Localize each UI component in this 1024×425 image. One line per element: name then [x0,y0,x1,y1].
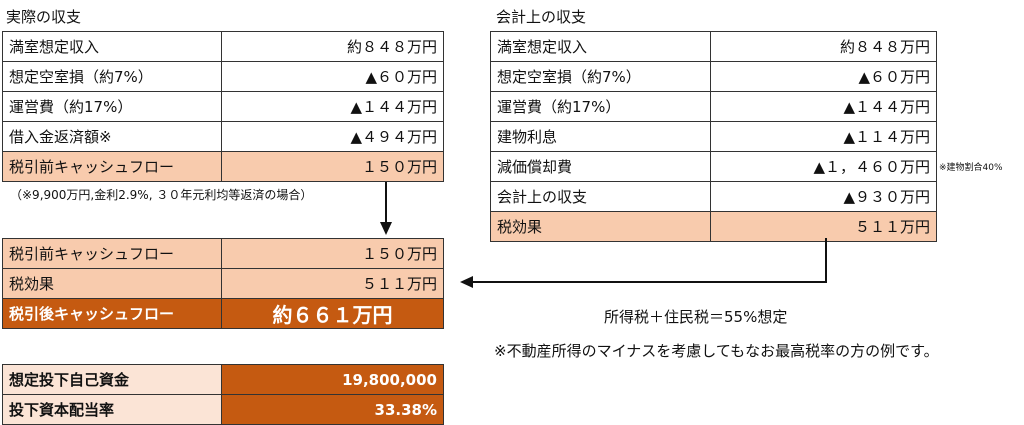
row-label: 満室想定収入 [490,31,711,62]
footnote: ※不動産所得のマイナスを考慮してもなお最高税率の方の例です。 [494,342,939,360]
row-value: ▲６０万円 [710,61,937,92]
table-row: 想定投下自己資金 19,800,000 [2,364,444,395]
row-label: 借入金返済額※ [2,121,222,152]
row-label: 会計上の収支 [490,181,711,212]
tax-rate-note: 所得税＋住民税＝55%想定 [604,308,788,326]
row-label: 運営費（約17%） [2,91,222,122]
table-row: 運営費（約17%） ▲１４４万円 [490,91,937,122]
row-value: １５０万円 [221,151,444,182]
down-arrow-icon [380,182,392,235]
row-label: 税引前キャッシュフロー [2,151,222,182]
row-value: ▲１４４万円 [710,91,937,122]
row-value: 約６６１万円 [221,298,444,329]
table-row: 減価償却費 ▲１，４６０万円 [490,151,937,182]
left-arrow-icon [460,238,827,288]
row-value: １５０万円 [221,238,444,269]
row-label: 建物利息 [490,121,711,152]
tax-effect-row: 税効果 ５１１万円 [490,211,937,242]
row-value: ▲４９４万円 [221,121,444,152]
row-value: ▲１４４万円 [221,91,444,122]
row-value: ５１１万円 [710,211,937,242]
row-label: 税引前キャッシュフロー [2,238,222,269]
row-label: 税効果 [490,211,711,242]
row-value: 33.38% [221,394,444,425]
row-value: 19,800,000 [221,364,444,395]
actual-balance-table: 満室想定収入 約８４８万円 想定空室損（約7%） ▲６０万円 運営費（約17%）… [2,31,444,182]
table-row: 投下資本配当率 33.38% [2,394,444,425]
accounting-balance-table: 満室想定収入 約８４８万円 想定空室損（約7%） ▲６０万円 運営費（約17%）… [490,31,937,242]
row-label: 投下資本配当率 [2,394,222,425]
pretax-cashflow-row: 税引前キャッシュフロー １５０万円 [2,151,444,182]
row-value: ▲１，４６０万円 [710,151,937,182]
row-label: 減価償却費 [490,151,711,182]
table-row: 借入金返済額※ ▲４９４万円 [2,121,444,152]
table-row: 想定空室損（約7%） ▲６０万円 [490,61,937,92]
row-value: 約８４８万円 [710,31,937,62]
row-value: 約８４８万円 [221,31,444,62]
after-tax-table: 税引前キャッシュフロー １５０万円 税効果 ５１１万円 税引後キャッシュフロー … [2,238,444,329]
after-tax-cashflow-row: 税引後キャッシュフロー 約６６１万円 [2,298,444,329]
table-row: 満室想定収入 約８４８万円 [490,31,937,62]
row-label: 運営費（約17%） [490,91,711,122]
row-label: 税効果 [2,268,222,299]
row-value: ▲９３０万円 [710,181,937,212]
row-label: 想定空室損（約7%） [2,61,222,92]
row-label: 想定投下自己資金 [2,364,222,395]
loan-note: （※9,900万円,金利2.9%, ３０年元利均等返済の場合） [10,188,313,202]
left-section-title: 実際の収支 [6,8,82,26]
row-label: 想定空室損（約7%） [490,61,711,92]
table-row: 会計上の収支 ▲９３０万円 [490,181,937,212]
row-label: 満室想定収入 [2,31,222,62]
row-value: ▲１１４万円 [710,121,937,152]
building-ratio-note: ※建物割合40% [939,163,1003,173]
right-section-title: 会計上の収支 [496,8,587,26]
row-value: ▲６０万円 [221,61,444,92]
row-value: ５１１万円 [221,268,444,299]
investment-table: 想定投下自己資金 19,800,000 投下資本配当率 33.38% [2,364,444,425]
row-label: 税引後キャッシュフロー [2,298,222,329]
table-row: 税引前キャッシュフロー １５０万円 [2,238,444,269]
table-row: 運営費（約17%） ▲１４４万円 [2,91,444,122]
table-row: 想定空室損（約7%） ▲６０万円 [2,61,444,92]
table-row: 満室想定収入 約８４８万円 [2,31,444,62]
table-row: 税効果 ５１１万円 [2,268,444,299]
table-row: 建物利息 ▲１１４万円 [490,121,937,152]
